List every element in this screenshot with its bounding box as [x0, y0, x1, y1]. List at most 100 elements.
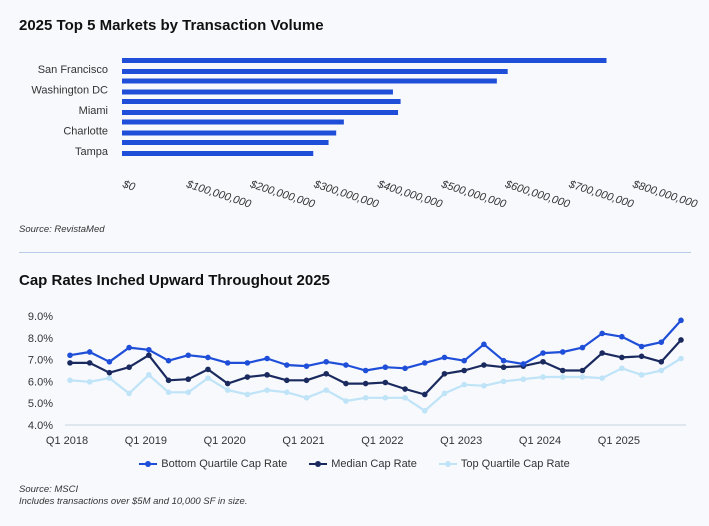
series-line-median-cap-rate [70, 339, 682, 396]
data-point [205, 366, 211, 373]
data-point [461, 357, 467, 364]
data-point [205, 375, 211, 381]
x-tick-label: $800,000,000 [630, 178, 699, 211]
y-tick-label: 7.0% [28, 355, 53, 367]
data-point [599, 375, 605, 381]
data-point [106, 369, 113, 376]
data-point [284, 377, 290, 384]
data-point [520, 361, 527, 367]
x-tick-label: Q1 2022 [361, 435, 403, 447]
data-point [185, 389, 192, 396]
data-point [165, 389, 172, 396]
data-point [421, 360, 428, 366]
data-point [303, 377, 310, 384]
data-point [540, 374, 546, 380]
bar-2-miami [122, 110, 399, 115]
data-point [678, 355, 684, 362]
legend-item-top-quartile: Top Quartile Cap Rate [438, 458, 570, 470]
data-point [481, 362, 487, 368]
bar-1-washington-dc [122, 78, 497, 84]
data-point [678, 337, 684, 343]
bar-1-san-francisco [122, 58, 607, 63]
bar-2-tampa [122, 151, 314, 156]
y-tick-label: 5.0% [28, 398, 53, 410]
data-point [619, 354, 625, 361]
data-point [264, 387, 270, 393]
data-point [520, 376, 527, 383]
bar-2-san-francisco [122, 69, 508, 74]
data-point [461, 381, 467, 388]
data-point [658, 367, 665, 374]
data-point [165, 377, 172, 384]
data-point [106, 358, 113, 365]
x-tick-label: Q1 2020 [204, 435, 246, 447]
x-tick-label: Q1 2024 [519, 435, 561, 447]
data-point [323, 370, 330, 377]
data-point [599, 350, 605, 356]
chart1-title: 2025 Top 5 Markets by Transaction Volume [19, 17, 324, 34]
data-point [481, 341, 487, 348]
data-point [146, 352, 152, 359]
legend-label: Bottom Quartile Cap Rate [161, 458, 288, 470]
data-point [382, 364, 389, 371]
data-point [540, 350, 546, 356]
data-point [67, 352, 73, 359]
data-point [67, 360, 73, 366]
data-point [244, 391, 251, 398]
legend-swatch-icon [438, 460, 457, 468]
data-point [500, 364, 507, 371]
x-tick-label: $400,000,000 [375, 178, 444, 211]
data-point [146, 372, 152, 378]
data-point [500, 357, 507, 364]
data-point [421, 391, 428, 398]
data-point [362, 394, 369, 401]
bar-1-charlotte [122, 119, 344, 125]
x-tick-label: $200,000,000 [248, 178, 317, 211]
series-line-bottom-quartile-cap-rate [69, 319, 682, 372]
chart2-title: Cap Rates Inched Upward Throughout 2025 [19, 272, 330, 289]
data-point [264, 372, 270, 378]
legend-label: Top Quartile Cap Rate [460, 458, 570, 470]
data-point [106, 375, 113, 381]
data-point [638, 343, 645, 350]
data-point [579, 367, 586, 374]
series-line-top-quartile-cap-rate [69, 357, 682, 412]
data-point [619, 365, 625, 372]
data-point [362, 367, 369, 374]
y-tick-label: 4.0% [28, 420, 53, 432]
x-tick-label: $300,000,000 [311, 178, 380, 211]
data-point [540, 358, 546, 365]
data-point [402, 394, 408, 401]
data-point [441, 390, 448, 397]
data-point [421, 408, 428, 414]
x-tick-label: Q1 2019 [125, 435, 167, 447]
data-point [382, 379, 389, 386]
y-tick-label: 8.0% [28, 333, 53, 345]
data-point [579, 374, 586, 380]
data-point [284, 389, 290, 396]
bar-chart: San Francisco Washington DC Miami Charlotte… [31, 58, 700, 211]
data-point [67, 377, 73, 384]
data-point [559, 374, 566, 380]
legend: Bottom Quartile Cap Rate Median Cap Rate… [0, 458, 709, 470]
bar-2-charlotte [122, 130, 337, 136]
category-label: San Francisco [38, 64, 108, 76]
data-point [559, 349, 566, 355]
data-point [86, 379, 93, 385]
data-point [126, 344, 132, 351]
data-point [461, 367, 467, 374]
data-point [441, 354, 448, 361]
data-point [441, 370, 448, 377]
data-point [638, 353, 645, 360]
data-point [559, 367, 566, 374]
x-tick-label: $600,000,000 [503, 178, 572, 211]
legend-item-bottom-quartile: Bottom Quartile Cap Rate [139, 458, 287, 470]
section-divider [19, 252, 691, 253]
data-point [619, 333, 625, 340]
legend-label: Median Cap Rate [331, 458, 417, 470]
line-chart: 4.0% 5.0% 6.0% 7.0% 8.0% 9.0% Q1 2018 Q1 2019 Q1… [28, 311, 686, 447]
data-point [402, 386, 408, 392]
data-point [323, 387, 330, 393]
data-point [244, 360, 251, 366]
x-tick-label: $0 [120, 178, 137, 194]
